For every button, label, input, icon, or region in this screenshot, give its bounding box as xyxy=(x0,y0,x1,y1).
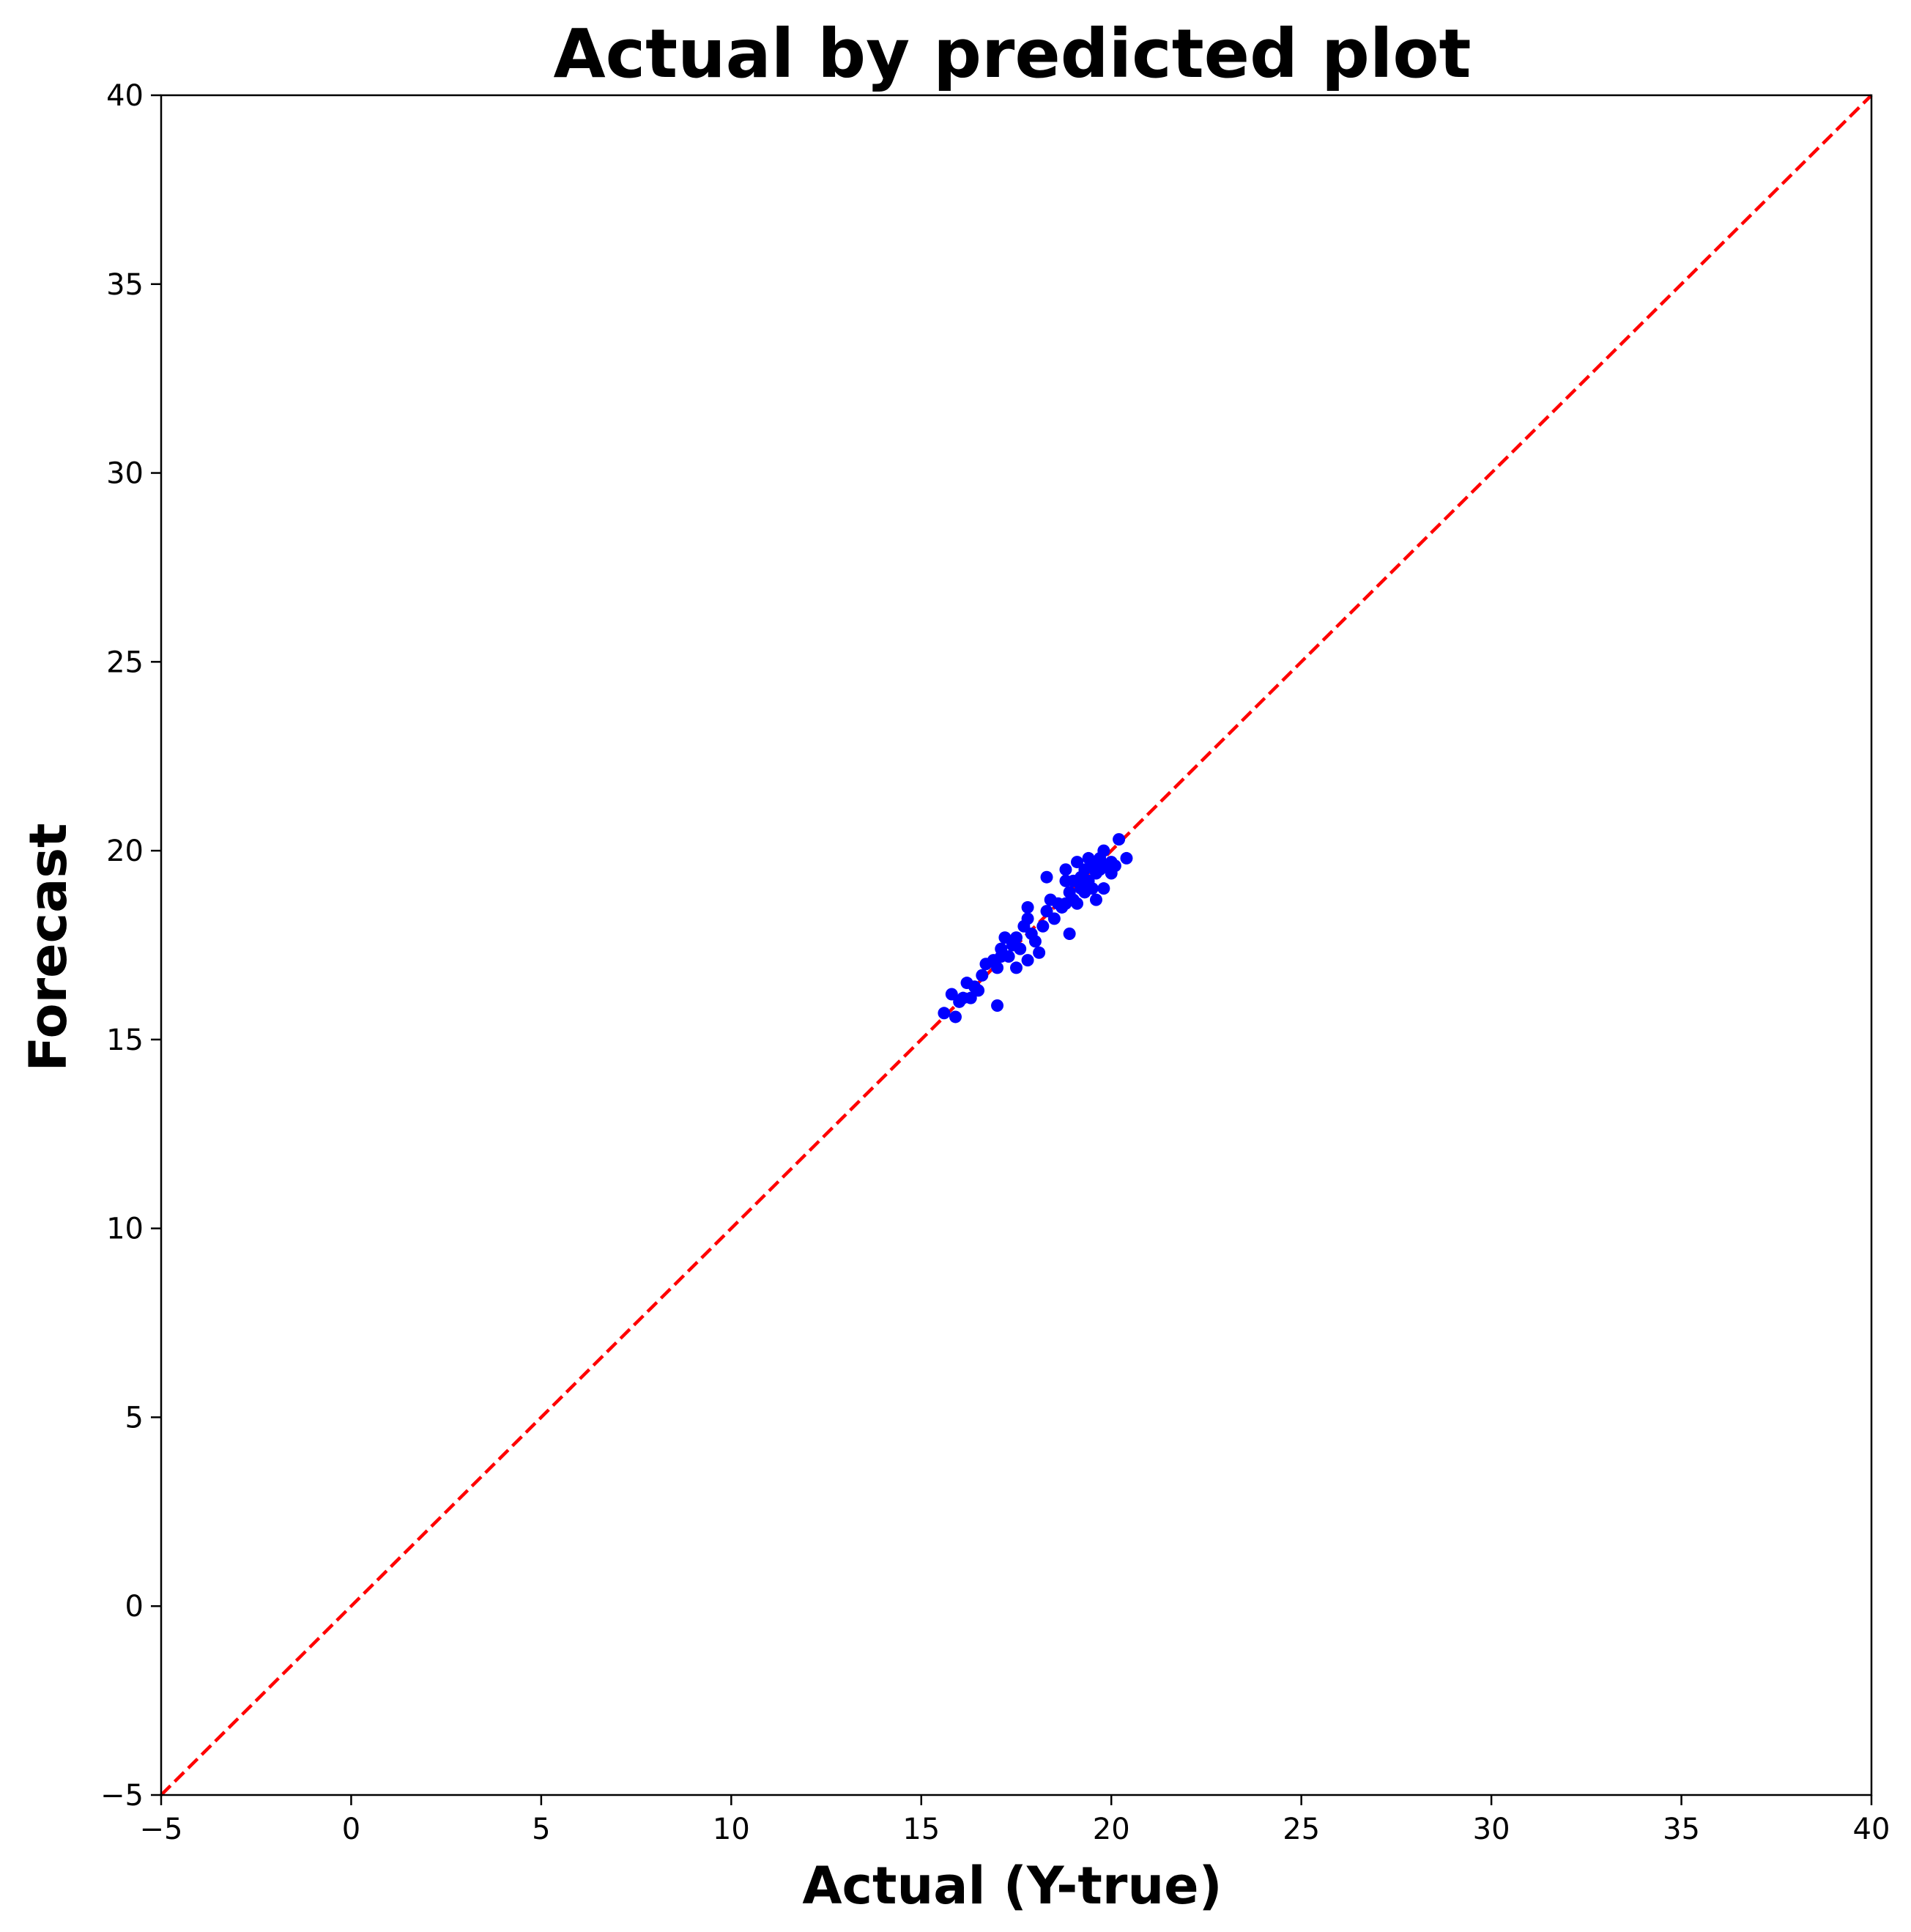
y-tick-label-4: 15 xyxy=(106,1024,144,1057)
y-tick-label-0: −5 xyxy=(100,1779,144,1813)
data-point-9 xyxy=(976,969,989,982)
y-axis-label: Forecast xyxy=(18,823,78,1072)
data-point-6 xyxy=(964,991,977,1004)
y-tick-label-1: 0 xyxy=(125,1590,144,1624)
x-tick-label-8: 35 xyxy=(1663,1813,1700,1846)
y-tick-label-5: 20 xyxy=(106,834,144,868)
data-point-13 xyxy=(991,961,1004,974)
data-point-53 xyxy=(1089,893,1102,906)
y-tick-label-2: 5 xyxy=(125,1401,144,1435)
data-point-57 xyxy=(1097,882,1110,895)
data-point-33 xyxy=(1047,912,1061,925)
data-point-63 xyxy=(1113,833,1126,846)
data-point-1 xyxy=(945,988,958,1001)
x-tick-label-9: 40 xyxy=(1853,1813,1890,1846)
data-point-8 xyxy=(972,984,985,997)
data-point-17 xyxy=(1002,950,1015,963)
x-tick-label-7: 30 xyxy=(1473,1813,1510,1846)
data-point-44 xyxy=(1071,897,1084,910)
data-point-24 xyxy=(1021,912,1034,925)
x-axis-label: Actual (Y-true) xyxy=(802,1856,1222,1916)
x-tick-label-2: 5 xyxy=(532,1813,550,1846)
data-point-43 xyxy=(1071,856,1084,869)
plot-area: −5 0 5 10 15 20 25 30 35 40 −5 0 5 10 15 20 25 30 35 40 xyxy=(100,79,1890,1846)
data-point-20 xyxy=(1010,931,1023,944)
data-point-36 xyxy=(1059,863,1072,876)
data-point-19 xyxy=(1010,961,1023,974)
data-point-28 xyxy=(1033,946,1046,959)
y-tick-label-8: 35 xyxy=(106,268,144,302)
data-point-64 xyxy=(1120,851,1133,865)
data-point-58 xyxy=(1097,844,1110,857)
data-point-39 xyxy=(1063,928,1076,941)
x-tick-label-4: 15 xyxy=(902,1813,940,1846)
data-point-0 xyxy=(938,1007,951,1020)
data-point-16 xyxy=(998,931,1012,944)
y-tick-label-6: 25 xyxy=(106,645,144,679)
y-tick-label-7: 30 xyxy=(106,457,144,491)
x-tick-label-5: 20 xyxy=(1093,1813,1130,1846)
data-point-23 xyxy=(1021,954,1034,967)
y-tick-label-9: 40 xyxy=(106,79,144,113)
data-point-29 xyxy=(1036,919,1050,933)
x-tick-label-1: 0 xyxy=(342,1813,360,1846)
data-point-30 xyxy=(1040,870,1053,884)
data-point-21 xyxy=(1014,942,1027,955)
x-tick-label-0: −5 xyxy=(140,1813,183,1846)
data-point-62 xyxy=(1108,859,1121,873)
axes-frame xyxy=(160,94,1873,1796)
data-point-12 xyxy=(991,999,1004,1012)
data-point-25 xyxy=(1021,900,1034,914)
data-point-2 xyxy=(949,1010,962,1024)
data-point-51 xyxy=(1086,882,1099,895)
chart-title: Actual by predicted plot xyxy=(553,15,1471,93)
data-point-31 xyxy=(1040,905,1053,918)
x-tick-label-6: 25 xyxy=(1283,1813,1320,1846)
x-tick-label-3: 10 xyxy=(713,1813,750,1846)
y-tick-label-3: 10 xyxy=(106,1213,144,1246)
data-point-27 xyxy=(1028,935,1042,948)
